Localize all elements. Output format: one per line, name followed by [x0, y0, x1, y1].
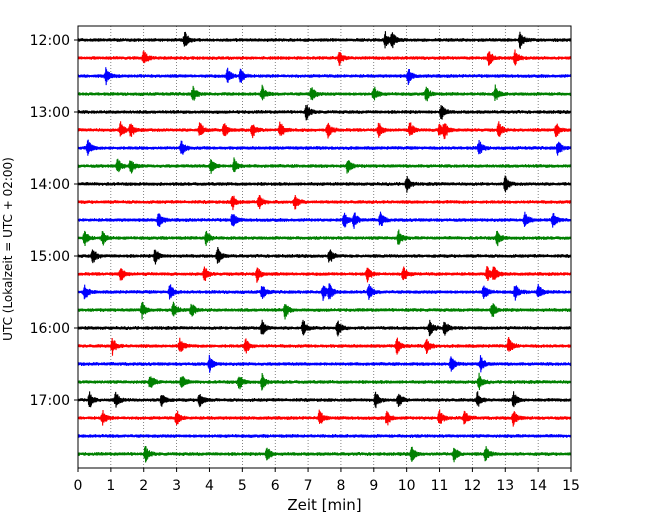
- trace-19: [77, 372, 572, 391]
- seismic-traces: [77, 31, 572, 463]
- trace-8: [77, 175, 572, 193]
- x-tick-label: 8: [336, 478, 345, 494]
- trace-7: [77, 157, 572, 174]
- trace-17: [77, 336, 572, 356]
- y-tick-label: 15:00: [30, 249, 70, 265]
- y-tick-label: 12:00: [30, 33, 70, 49]
- trace-0: [77, 31, 572, 49]
- x-tick-label: 3: [172, 478, 181, 494]
- x-tick-label: 4: [205, 478, 214, 494]
- x-tick-label: 14: [529, 478, 547, 494]
- y-axis-ticks: 12:00 13:00 14:00 15:00 16:00 17:00: [30, 33, 78, 409]
- x-tick-label: 6: [271, 478, 280, 494]
- trace-9: [77, 194, 572, 211]
- x-tick-label: 12: [463, 478, 481, 494]
- trace-10: [77, 211, 572, 229]
- y-tick-label: 17:00: [30, 393, 70, 409]
- trace-4: [77, 104, 572, 121]
- x-tick-label: 11: [431, 478, 449, 494]
- trace-21: [77, 409, 572, 427]
- x-tick-label: 7: [304, 478, 313, 494]
- trace-16: [77, 319, 572, 337]
- trace-3: [77, 84, 572, 102]
- trace-18: [77, 354, 572, 373]
- x-tick-label: 9: [369, 478, 378, 494]
- plot-frame: [77, 25, 572, 469]
- trace-22: [77, 433, 572, 439]
- x-axis-ticks: 0 1 2 3 4 5 6 7 8 9 10 11 12 13 14 15: [74, 468, 580, 494]
- x-tick-label: 0: [74, 478, 83, 494]
- x-tick-label: 15: [562, 478, 580, 494]
- trace-23: [77, 445, 572, 463]
- x-axis-label: Zeit [min]: [287, 496, 361, 514]
- trace-11: [77, 229, 572, 247]
- x-tick-label: 1: [106, 478, 115, 494]
- x-tick-label: 10: [398, 478, 416, 494]
- x-tick-label: 2: [139, 478, 148, 494]
- trace-13: [77, 266, 572, 283]
- trace-12: [77, 247, 572, 265]
- x-tick-label: 5: [238, 478, 247, 494]
- y-tick-label: 13:00: [30, 105, 70, 121]
- trace-5: [77, 121, 572, 140]
- y-tick-label: 14:00: [30, 177, 70, 193]
- x-tick-label: 13: [496, 478, 514, 494]
- trace-15: [77, 301, 572, 320]
- trace-14: [77, 283, 572, 301]
- trace-2: [77, 67, 572, 86]
- y-axis-label: UTC (Lokalzeit = UTC + 02:00): [1, 157, 15, 341]
- y-tick-label: 16:00: [30, 321, 70, 337]
- trace-20: [77, 391, 572, 409]
- trace-6: [77, 139, 572, 156]
- trace-1: [77, 49, 572, 66]
